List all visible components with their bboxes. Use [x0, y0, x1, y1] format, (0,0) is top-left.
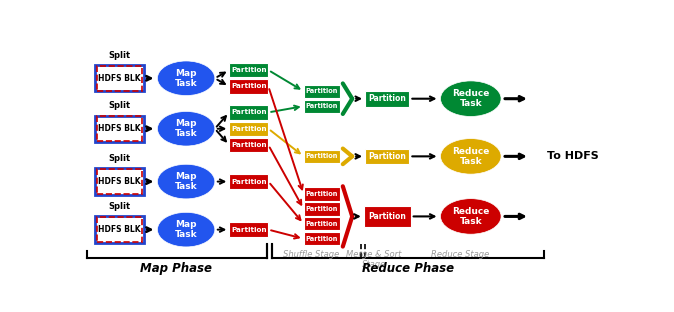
- Bar: [229, 174, 268, 189]
- Ellipse shape: [157, 61, 215, 95]
- Text: Map
Task: Map Task: [175, 220, 197, 239]
- Bar: [94, 168, 144, 195]
- Bar: [365, 149, 409, 164]
- Bar: [97, 217, 142, 242]
- Text: Split: Split: [109, 154, 131, 163]
- Text: Partition: Partition: [306, 88, 338, 94]
- Text: Map
Task: Map Task: [175, 69, 197, 88]
- Ellipse shape: [441, 139, 501, 174]
- Text: Partition: Partition: [231, 227, 267, 233]
- Bar: [365, 91, 409, 106]
- Bar: [304, 202, 340, 216]
- Text: Partition: Partition: [306, 206, 338, 212]
- Bar: [94, 115, 144, 142]
- Text: Reduce Phase: Reduce Phase: [362, 261, 454, 275]
- Bar: [229, 122, 268, 136]
- Text: Reduce
Task: Reduce Task: [452, 89, 489, 108]
- Ellipse shape: [157, 111, 215, 146]
- Text: To HDFS: To HDFS: [547, 151, 599, 161]
- Ellipse shape: [157, 212, 215, 247]
- Text: Reduce
Task: Reduce Task: [452, 147, 489, 166]
- Text: Partition: Partition: [231, 83, 267, 90]
- Bar: [304, 150, 340, 163]
- Text: Partition: Partition: [231, 67, 267, 73]
- Text: Partition: Partition: [368, 152, 406, 161]
- Text: Partition: Partition: [231, 110, 267, 115]
- Text: HDFS BLK: HDFS BLK: [98, 124, 141, 133]
- Text: Partition: Partition: [306, 103, 338, 109]
- Text: Split: Split: [109, 202, 131, 211]
- Text: Shuffle Stage: Shuffle Stage: [283, 250, 340, 259]
- Text: HDFS BLK: HDFS BLK: [98, 177, 141, 186]
- Text: Split: Split: [109, 51, 131, 60]
- Bar: [94, 217, 144, 243]
- Text: Partition: Partition: [306, 221, 338, 227]
- Bar: [229, 105, 268, 119]
- Text: Split: Split: [109, 101, 131, 110]
- Bar: [229, 79, 268, 94]
- Bar: [304, 85, 340, 98]
- Ellipse shape: [441, 81, 501, 116]
- Text: HDFS BLK: HDFS BLK: [98, 74, 141, 83]
- Text: Partition: Partition: [231, 126, 267, 132]
- Ellipse shape: [441, 199, 501, 234]
- Text: Partition: Partition: [368, 94, 406, 103]
- Text: HDFS BLK: HDFS BLK: [98, 225, 141, 234]
- Bar: [364, 206, 410, 227]
- Text: Merge & Sort
Stage: Merge & Sort Stage: [346, 250, 401, 270]
- Bar: [229, 138, 268, 152]
- Bar: [97, 169, 142, 194]
- Bar: [94, 65, 144, 91]
- Text: Reduce
Task: Reduce Task: [452, 207, 489, 226]
- Bar: [304, 188, 340, 201]
- Text: Partition: Partition: [306, 236, 338, 242]
- Bar: [304, 232, 340, 245]
- Bar: [304, 100, 340, 113]
- Text: Reduce Stage: Reduce Stage: [431, 250, 489, 259]
- Text: Map Phase: Map Phase: [140, 261, 212, 275]
- Text: Partition: Partition: [306, 154, 338, 159]
- Text: Partition: Partition: [231, 142, 267, 148]
- Text: Partition: Partition: [306, 191, 338, 197]
- Ellipse shape: [157, 164, 215, 199]
- Text: Map
Task: Map Task: [175, 172, 197, 191]
- Bar: [97, 116, 142, 141]
- Bar: [229, 63, 268, 77]
- Text: Partition: Partition: [231, 178, 267, 185]
- Bar: [229, 222, 268, 237]
- Text: Map
Task: Map Task: [175, 119, 197, 139]
- Text: Partition: Partition: [368, 212, 406, 221]
- Bar: [97, 66, 142, 90]
- Bar: [304, 217, 340, 231]
